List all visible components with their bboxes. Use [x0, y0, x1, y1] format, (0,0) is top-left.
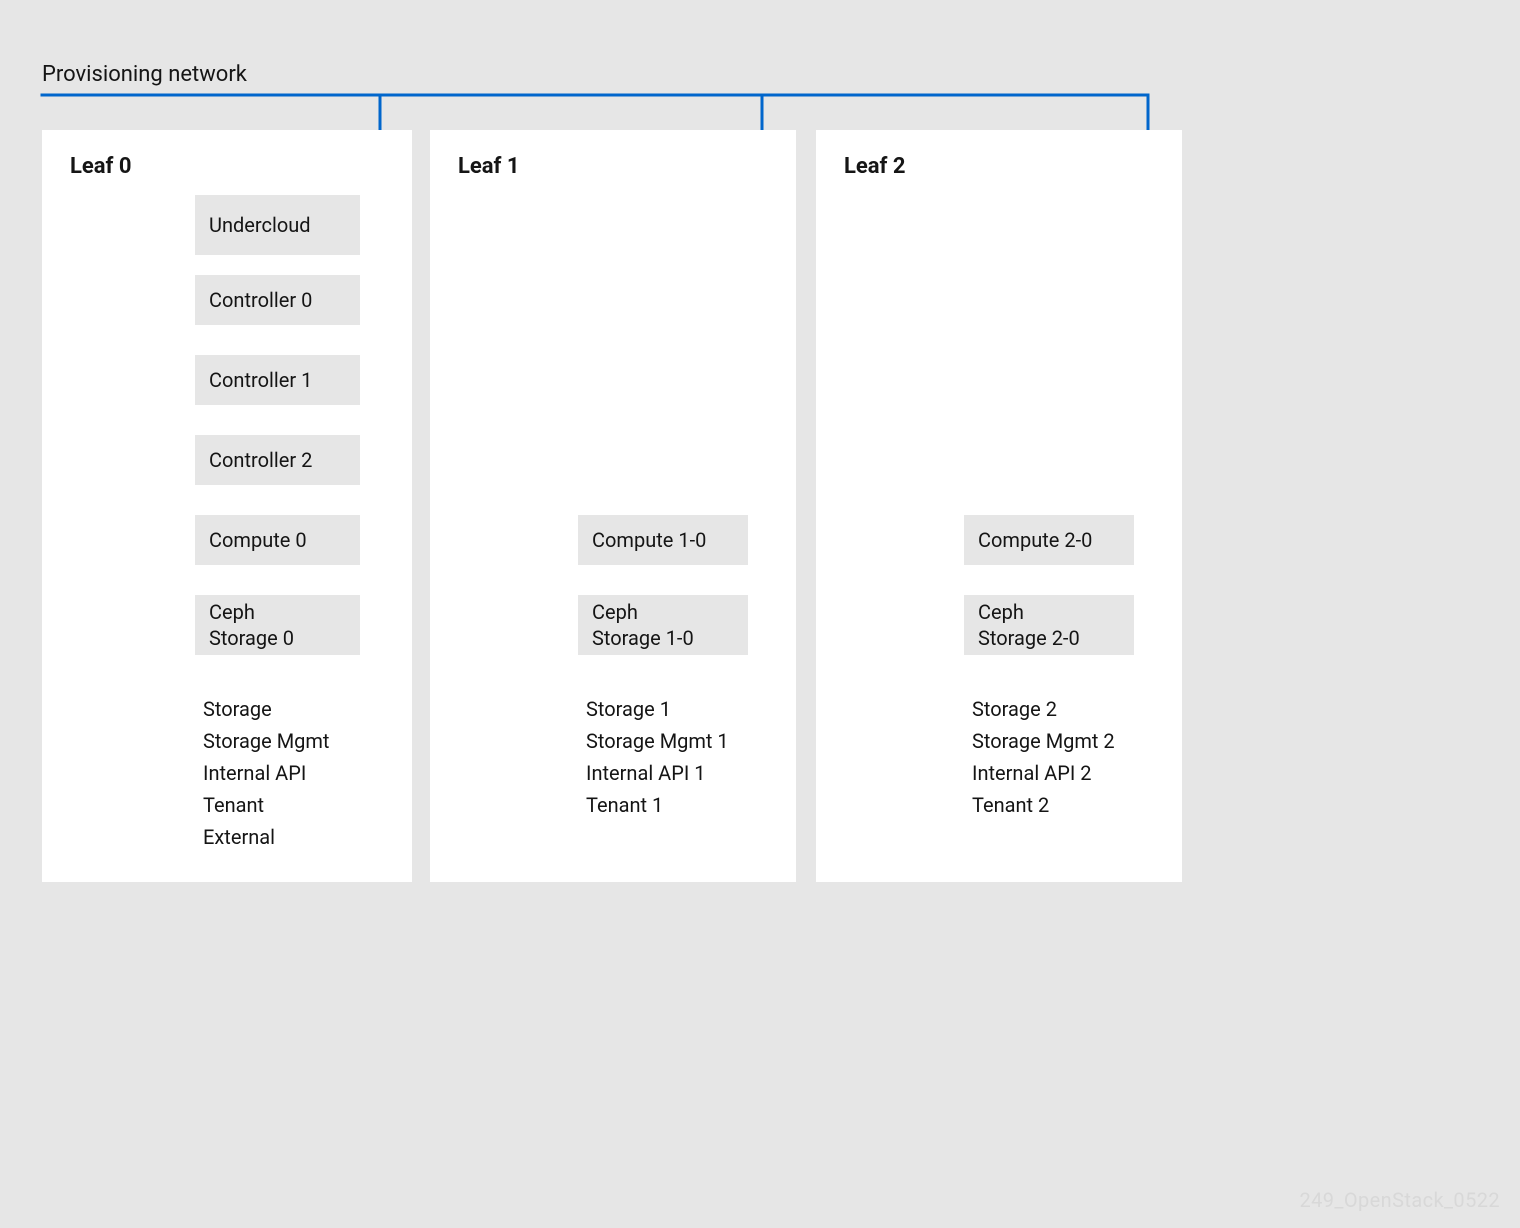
net-label-leaf0-external: External [203, 825, 275, 849]
provisioning-title: Provisioning network [42, 62, 247, 87]
diagram-stage: Provisioning network 249_OpenStack_0522 … [0, 0, 1520, 1228]
node-compute10: Compute 1-0 [578, 515, 748, 565]
net-label-leaf0-internal_api: Internal API [203, 761, 306, 785]
net-label-leaf0-storage_mgmt: Storage Mgmt [203, 729, 329, 753]
net-label-leaf1-storage: Storage 1 [586, 697, 671, 721]
node-undercloud: Undercloud [195, 195, 360, 255]
net-label-leaf2-storage: Storage 2 [972, 697, 1057, 721]
panel-title: Leaf 1 [458, 154, 768, 179]
net-label-leaf1-storage_mgmt: Storage Mgmt 1 [586, 729, 729, 753]
panel-title: Leaf 0 [70, 154, 384, 179]
net-label-leaf2-internal_api: Internal API 2 [972, 761, 1091, 785]
net-label-leaf2-storage_mgmt: Storage Mgmt 2 [972, 729, 1115, 753]
node-compute20: Compute 2-0 [964, 515, 1134, 565]
net-label-leaf1-tenant: Tenant 1 [586, 793, 663, 817]
node-compute0: Compute 0 [195, 515, 360, 565]
node-controller1: Controller 1 [195, 355, 360, 405]
panel-title: Leaf 2 [844, 154, 1154, 179]
node-ceph0: Ceph Storage 0 [195, 595, 360, 655]
net-label-leaf2-tenant: Tenant 2 [972, 793, 1049, 817]
node-ceph10: Ceph Storage 1-0 [578, 595, 748, 655]
node-ceph20: Ceph Storage 2-0 [964, 595, 1134, 655]
net-label-leaf0-storage: Storage [203, 697, 272, 721]
net-label-leaf0-tenant: Tenant [203, 793, 264, 817]
node-controller2: Controller 2 [195, 435, 360, 485]
node-controller0: Controller 0 [195, 275, 360, 325]
watermark: 249_OpenStack_0522 [1300, 1188, 1500, 1212]
net-label-leaf1-internal_api: Internal API 1 [586, 761, 705, 785]
